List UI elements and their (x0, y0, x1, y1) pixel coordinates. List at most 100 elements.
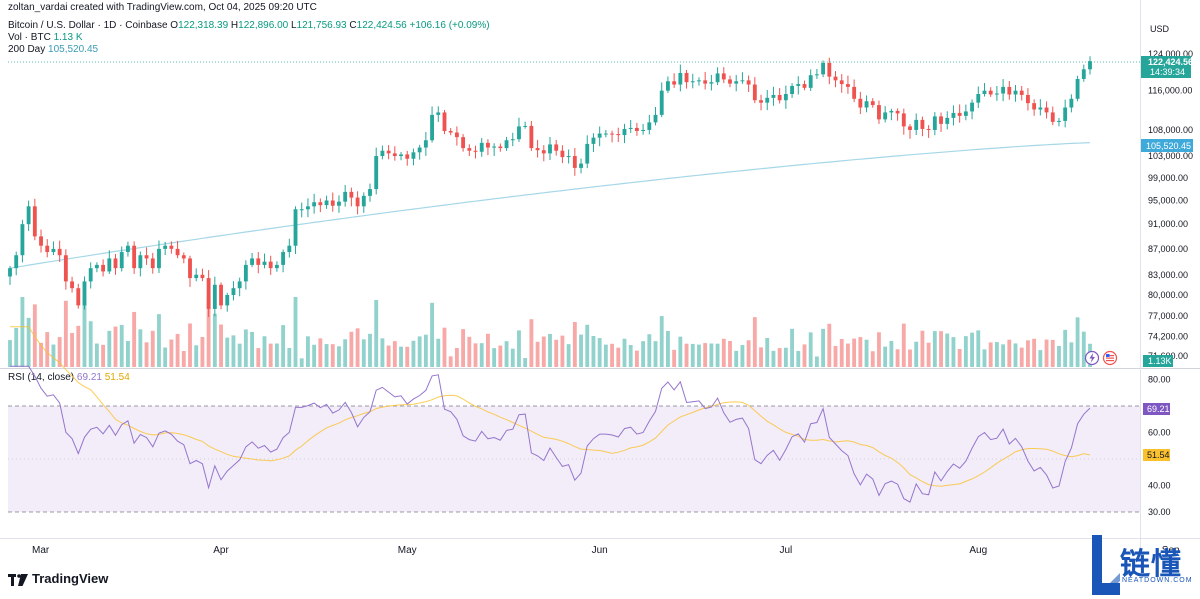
volume-bar (504, 341, 509, 367)
candle-body (1069, 98, 1074, 108)
candle-body (914, 119, 919, 130)
currency-label[interactable]: USD (1150, 24, 1170, 34)
rsi-line[interactable]: RSI (14, close) 69.21 51.54 (8, 372, 130, 384)
volume-bar (82, 302, 87, 367)
candle-body (603, 133, 608, 135)
volume-bar (274, 343, 279, 367)
candle-body (436, 112, 441, 115)
volume-bar (1075, 317, 1080, 367)
volume-bar (343, 339, 348, 367)
volume-bar (939, 331, 943, 367)
volume-bar (45, 332, 50, 367)
volume-bar (256, 348, 261, 367)
rsi-ma-value: 51.54 (104, 372, 130, 383)
candle-body (517, 126, 521, 140)
ma-line[interactable]: 200 Day 105,520.45 (8, 44, 98, 56)
rsi-label: RSI (14, close) (8, 372, 75, 383)
candle-body (703, 80, 708, 84)
candle-body (734, 81, 739, 84)
volume-bar (864, 339, 869, 367)
rsi-ma-line (10, 326, 1091, 487)
volume-bar (169, 339, 174, 367)
volume-bar (330, 344, 335, 367)
volume-bar (926, 342, 931, 367)
lightning-icon[interactable] (1084, 350, 1100, 366)
candlestick-series (8, 56, 1092, 318)
vol-line[interactable]: Vol · BTC 1.13 K (8, 32, 83, 44)
candle-body (839, 80, 844, 85)
price-tick-label: 83,000.00 (1148, 270, 1188, 280)
volume-bar (492, 348, 497, 367)
time-axis[interactable]: MarAprMayJunJulAugSepOc (32, 545, 1200, 556)
rsi-tick-label: 30.00 (1148, 507, 1171, 517)
volume-bar (386, 345, 391, 367)
price-tick-label: 80,000.00 (1148, 290, 1188, 300)
volume-bar (467, 336, 472, 367)
ma-badge: 105,520.45 (1141, 139, 1193, 152)
volume-bar (796, 350, 801, 367)
candle-body (206, 278, 211, 309)
volume-bar (566, 344, 571, 367)
volume-bar (895, 349, 900, 367)
change-value: +106.16 (+0.09%) (409, 20, 490, 31)
rsi-tick-label: 60.00 (1148, 428, 1171, 438)
volume-bar (1013, 343, 1018, 367)
candle-body (1063, 107, 1068, 121)
candle-body (26, 206, 31, 225)
rsi-tick-label: 40.00 (1148, 481, 1171, 491)
candle-body (616, 134, 621, 136)
volume-bar (368, 333, 372, 367)
candle-body (1001, 86, 1006, 94)
volume-bar (771, 350, 776, 367)
price-axis[interactable]: 124,000.00 116,000.00 108,000.00 103,000.00… (1148, 49, 1193, 361)
volume-bar (200, 336, 205, 367)
candle-body (994, 93, 999, 95)
rsi-ma-badge: 51.54 (1143, 449, 1170, 461)
volume-bar (132, 311, 137, 367)
candle-body (51, 248, 56, 253)
candle-body (647, 122, 652, 130)
volume-bar (715, 343, 720, 367)
volume-bar (243, 329, 248, 367)
volume-bar (777, 348, 782, 367)
us-flag-icon[interactable] (1102, 350, 1118, 366)
volume-bar (740, 345, 745, 367)
candle-body (684, 72, 689, 83)
volume-bar (392, 341, 397, 367)
volume-bar (821, 328, 826, 367)
candle-body (312, 202, 317, 207)
candle-body (939, 116, 943, 124)
volume-bar (399, 346, 403, 367)
symbol-name[interactable]: Bitcoin / U.S. Dollar · 1D · Coinbase (8, 20, 168, 31)
volume-bar (560, 335, 565, 367)
price-tick-label: 99,000.00 (1148, 173, 1188, 183)
candle-body (1026, 94, 1030, 104)
vol-value: 1.13 K (53, 32, 83, 43)
candle-body (709, 82, 714, 84)
candle-body (274, 264, 279, 269)
volume-bar (808, 332, 813, 367)
volume-bar (883, 346, 888, 367)
volume-bar (26, 317, 31, 367)
volume-bar (579, 334, 583, 367)
volume-bar (175, 333, 180, 367)
candle-body (442, 112, 447, 131)
volume-bar (529, 319, 534, 367)
candle-body (765, 97, 770, 103)
open-label: O (170, 20, 179, 31)
candle-body (988, 90, 993, 95)
candle-body (628, 127, 633, 129)
candle-body (20, 224, 25, 256)
tradingview-logo[interactable]: TradingView (8, 571, 108, 586)
volume-bar (324, 344, 329, 367)
volume-bar (839, 339, 844, 367)
candle-body (833, 76, 838, 81)
candle-body (728, 79, 732, 84)
volume-bar (647, 334, 652, 367)
volume-bar (591, 335, 596, 367)
candle-body (330, 200, 335, 206)
candle-body (119, 252, 124, 269)
rsi-axis[interactable]: 80.00 60.00 40.00 30.00 (1148, 375, 1171, 518)
candle-body (355, 197, 360, 207)
